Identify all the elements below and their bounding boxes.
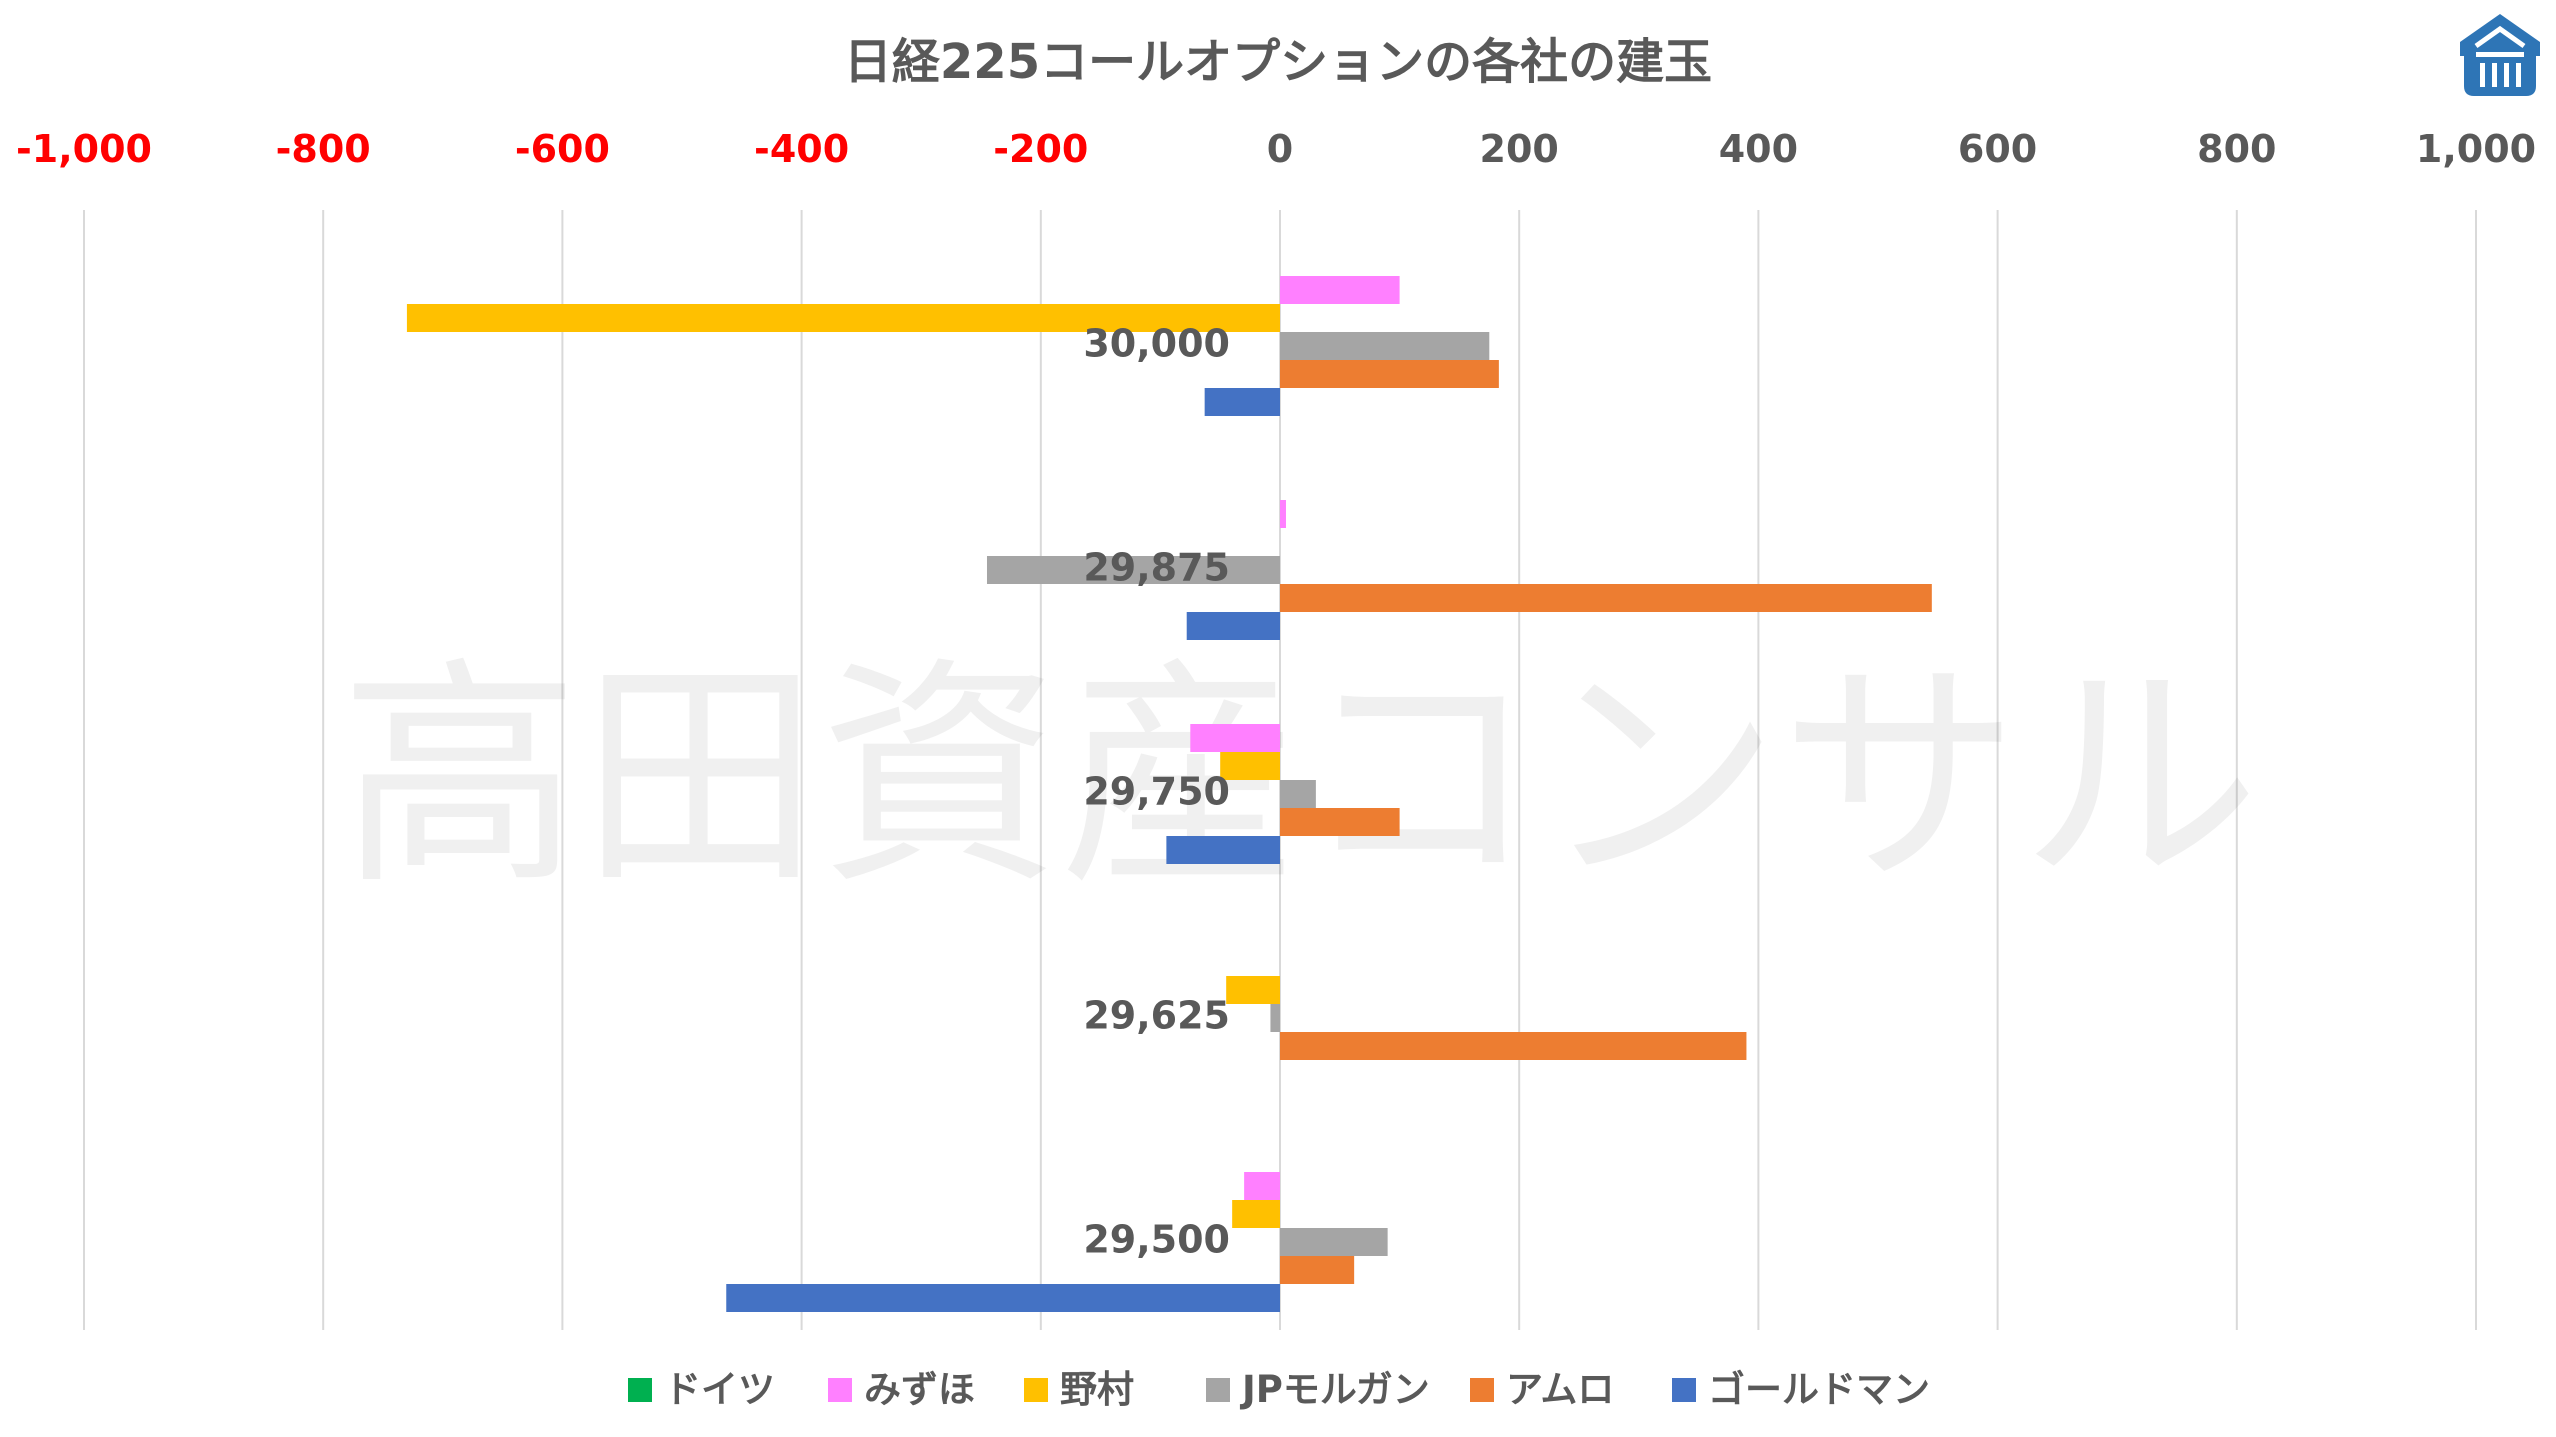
legend-label: みずほ [864, 1368, 975, 1411]
category-labels: 30,000 29,875 29,750 29,625 29,500 [1083, 322, 1230, 1262]
logo-icon [2460, 14, 2540, 96]
bar [1280, 360, 1499, 388]
bar [1270, 1004, 1280, 1032]
x-tick-label: 200 [1480, 127, 1559, 171]
category-label: 29,750 [1083, 770, 1230, 814]
bars [406, 276, 1932, 1312]
x-tick-label: -1,000 [16, 127, 152, 171]
bar [406, 304, 1280, 332]
x-tick-label: 400 [1719, 127, 1798, 171]
x-tick-label: -400 [754, 127, 849, 171]
bar [1220, 752, 1280, 780]
category-label: 30,000 [1083, 322, 1230, 366]
category-label: 29,500 [1083, 1218, 1230, 1262]
bar [1280, 780, 1316, 808]
bar [1190, 724, 1280, 752]
bar [1280, 276, 1400, 304]
bar [1280, 1032, 1747, 1060]
x-tick-label: -800 [276, 127, 371, 171]
legend-label: ゴールドマン [1708, 1368, 1930, 1411]
x-tick-label: 1,000 [2416, 127, 2536, 171]
bar [1244, 1172, 1280, 1200]
category-label: 29,875 [1083, 546, 1230, 590]
legend-label: アムロ [1506, 1368, 1614, 1411]
legend-label: 野村 [1060, 1368, 1134, 1411]
bar [986, 556, 1280, 584]
bar [1204, 388, 1280, 416]
bar [1280, 1256, 1355, 1284]
bar [1280, 584, 1932, 612]
x-tick-label: 600 [1958, 127, 2037, 171]
x-axis-ticks: -1,000 -800 -600 -400 -200 0 200 400 600 800 1,000 [16, 127, 2536, 171]
x-tick-label: 800 [2197, 127, 2276, 171]
bar [1226, 976, 1280, 1004]
chart-title: 日経225コールオプションの各社の建玉 [844, 34, 1712, 90]
legend: ドイツ みずほ 野村 JPモルガン アムロ ゴールドマン [628, 1368, 1930, 1411]
legend-swatch [828, 1378, 852, 1402]
legend-swatch [1206, 1378, 1230, 1402]
legend-swatch [628, 1378, 652, 1402]
bar [726, 1284, 1280, 1312]
legend-label: JPモルガン [1239, 1368, 1430, 1411]
bar [1280, 1228, 1388, 1256]
x-tick-label: 0 [1267, 127, 1293, 171]
bar [1280, 332, 1490, 360]
bar [1166, 836, 1280, 864]
x-tick-label: -600 [515, 127, 610, 171]
bar [1280, 808, 1400, 836]
bar [1280, 500, 1286, 528]
category-label: 29,625 [1083, 994, 1230, 1038]
bar [1186, 612, 1280, 640]
bar [1232, 1200, 1280, 1228]
legend-swatch [1470, 1378, 1494, 1402]
watermark-text: 高田資産コンサル [340, 637, 2260, 917]
legend-label: ドイツ [664, 1368, 775, 1411]
legend-swatch [1024, 1378, 1048, 1402]
x-tick-label: -200 [993, 127, 1088, 171]
legend-swatch [1672, 1378, 1696, 1402]
